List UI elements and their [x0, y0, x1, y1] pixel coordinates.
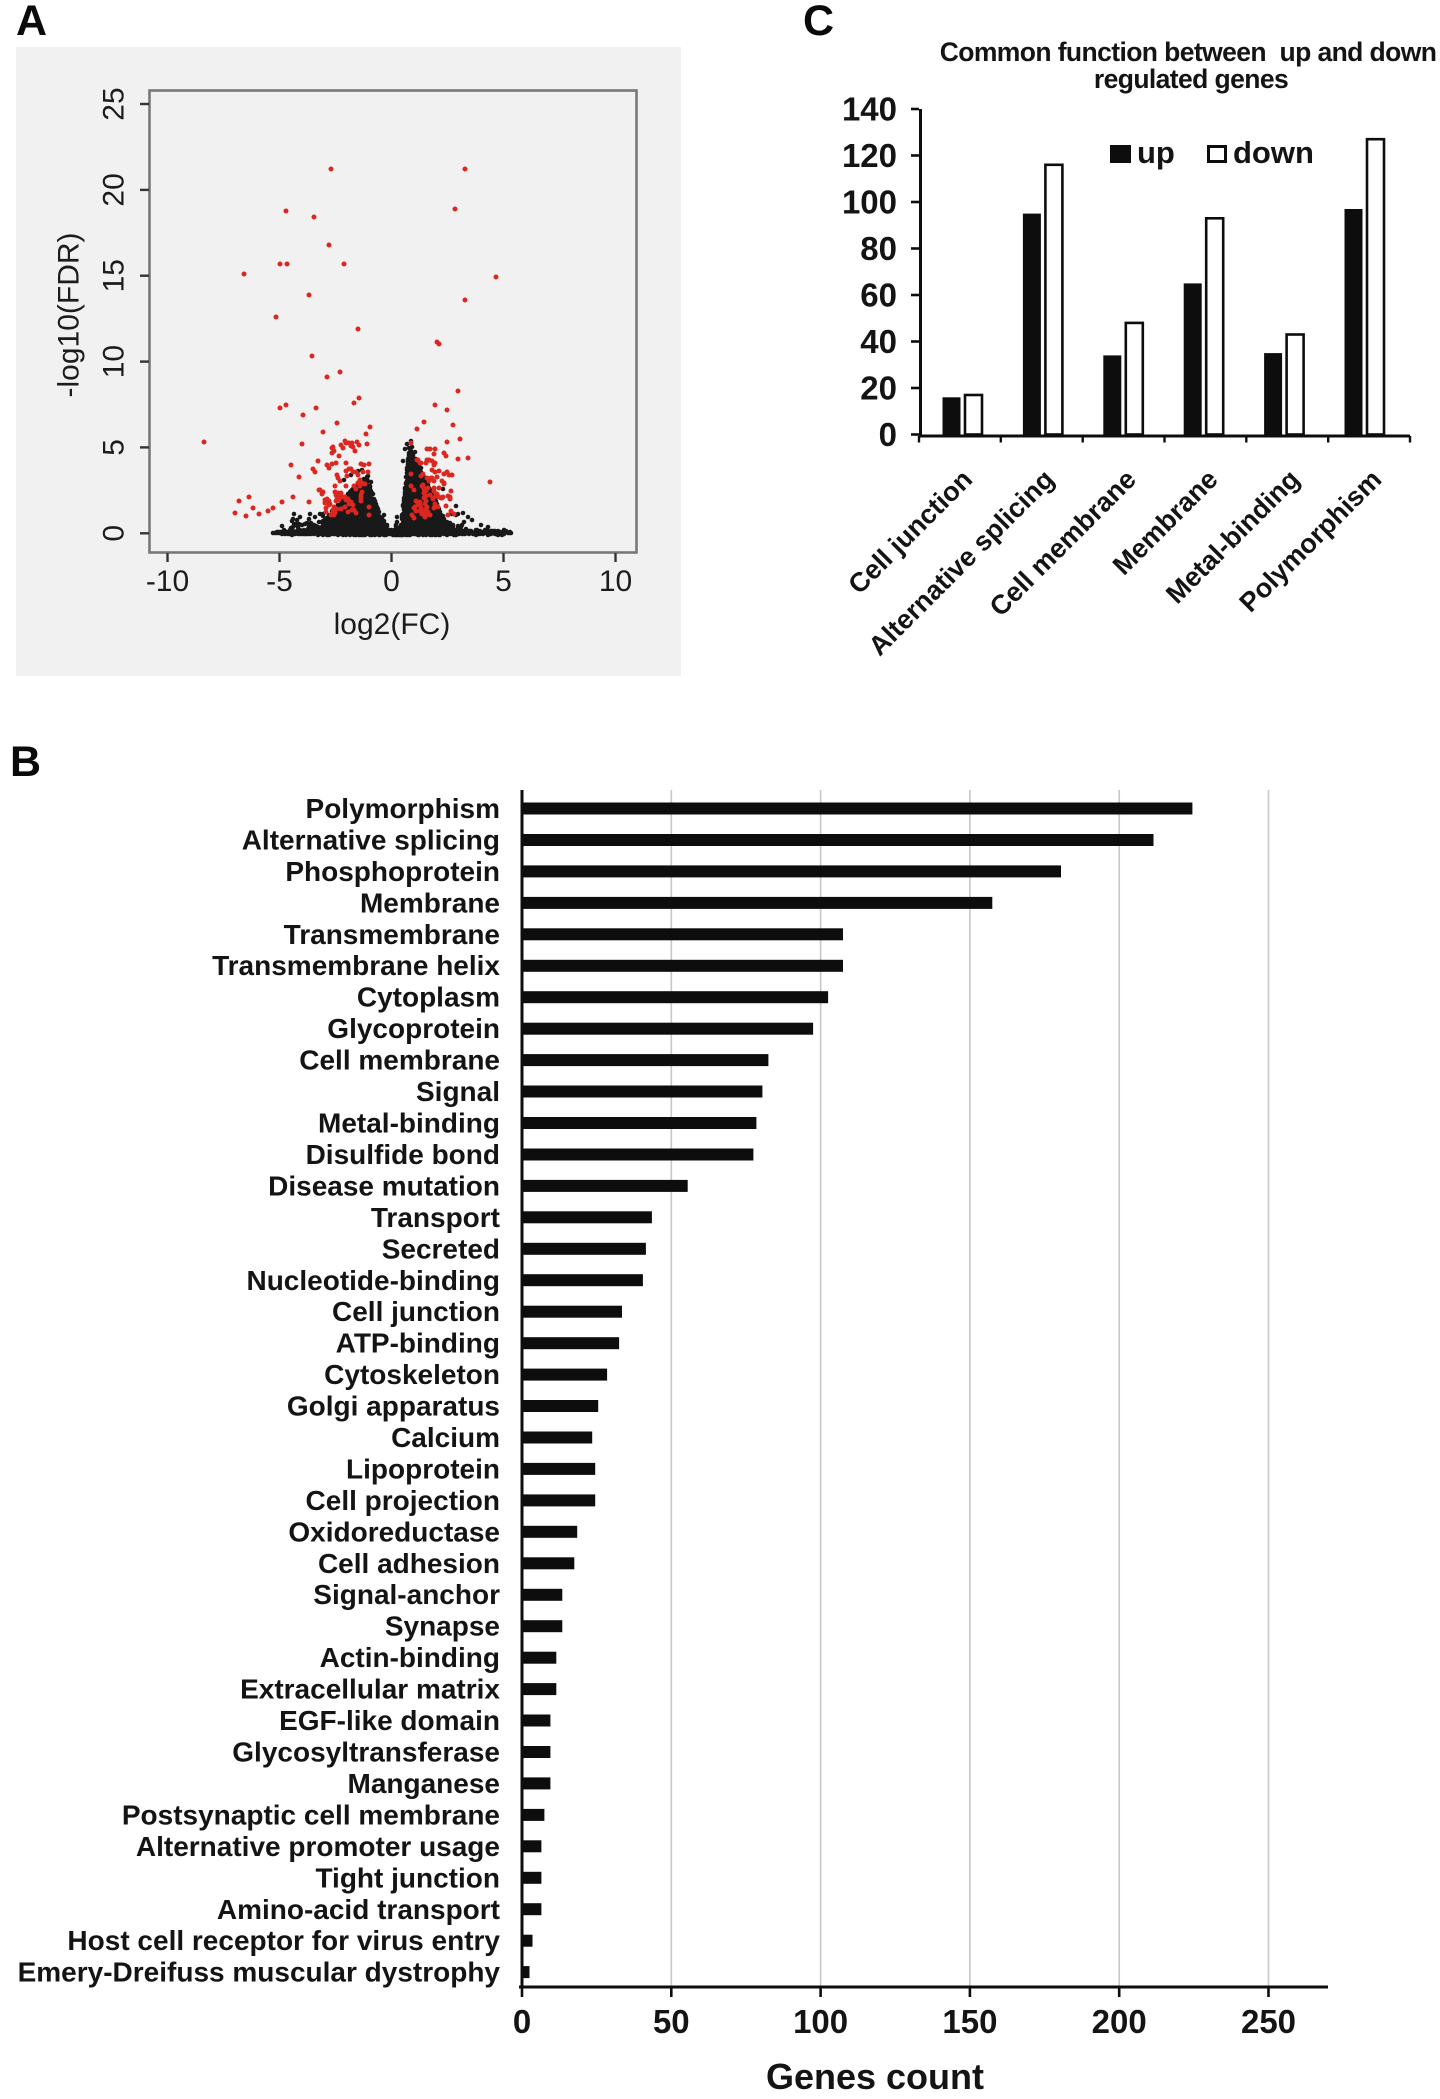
svg-text:Cell junction: Cell junction [332, 1296, 500, 1327]
svg-text:Transport: Transport [371, 1202, 500, 1233]
svg-text:5: 5 [495, 565, 512, 598]
svg-text:Alternative splicing: Alternative splicing [242, 825, 500, 856]
svg-text:Tight junction: Tight junction [315, 1862, 500, 1893]
svg-text:5: 5 [98, 439, 131, 456]
svg-text:Polymorphism: Polymorphism [1234, 464, 1388, 618]
svg-text:250: 250 [1241, 2003, 1296, 2040]
svg-text:Lipoprotein: Lipoprotein [346, 1453, 500, 1484]
svg-text:Alternative promoter usage: Alternative promoter usage [136, 1831, 500, 1862]
svg-text:Extracellular matrix: Extracellular matrix [240, 1674, 500, 1705]
svg-text:-log10(FDR): -log10(FDR) [53, 232, 86, 397]
svg-text:20: 20 [860, 370, 897, 407]
svg-text:10: 10 [599, 565, 632, 598]
svg-text:Cell membrane: Cell membrane [984, 464, 1142, 622]
svg-text:20: 20 [98, 173, 131, 206]
svg-text:60: 60 [860, 277, 897, 314]
svg-text:Postsynaptic cell membrane: Postsynaptic cell membrane [122, 1799, 500, 1830]
svg-text:Signal-anchor: Signal-anchor [313, 1579, 500, 1610]
svg-text:-5: -5 [266, 565, 293, 598]
svg-text:Cytoplasm: Cytoplasm [357, 982, 500, 1013]
svg-text:regulated genes: regulated genes [1094, 64, 1288, 94]
svg-text:Actin-binding: Actin-binding [320, 1642, 500, 1673]
svg-text:40: 40 [860, 323, 897, 360]
svg-text:Host cell receptor for virus e: Host cell receptor for virus entry [67, 1925, 500, 1956]
svg-text:Synapse: Synapse [385, 1611, 500, 1642]
svg-text:log2(FC): log2(FC) [334, 608, 451, 641]
svg-text:Manganese: Manganese [348, 1768, 501, 1799]
svg-text:150: 150 [942, 2003, 997, 2040]
svg-text:10: 10 [98, 345, 131, 378]
svg-text:Phosphoprotein: Phosphoprotein [285, 856, 500, 887]
svg-text:120: 120 [842, 137, 897, 174]
svg-text:15: 15 [98, 259, 131, 292]
svg-text:140: 140 [842, 91, 897, 128]
svg-text:Polymorphism: Polymorphism [306, 793, 500, 824]
svg-text:Metal-binding: Metal-binding [318, 1108, 500, 1139]
svg-text:Cell membrane: Cell membrane [299, 1045, 500, 1076]
svg-text:Nucleotide-binding: Nucleotide-binding [246, 1265, 500, 1296]
svg-text:-10: -10 [146, 565, 189, 598]
svg-text:Golgi apparatus: Golgi apparatus [287, 1391, 500, 1422]
svg-text:EGF-like domain: EGF-like domain [279, 1705, 500, 1736]
svg-text:Amino-acid transport: Amino-acid transport [217, 1894, 500, 1925]
svg-text:Disease mutation: Disease mutation [268, 1170, 500, 1201]
svg-text:Cell projection: Cell projection [306, 1485, 500, 1516]
svg-text:Cytoskeleton: Cytoskeleton [324, 1359, 500, 1390]
svg-text:Emery-Dreifuss muscular dystro: Emery-Dreifuss muscular dystrophy [18, 1957, 501, 1988]
svg-text:80: 80 [860, 230, 897, 267]
svg-text:ATP-binding: ATP-binding [336, 1328, 500, 1359]
svg-text:Oxidoreductase: Oxidoreductase [288, 1516, 500, 1547]
svg-text:down: down [1233, 135, 1314, 170]
svg-text:Signal: Signal [416, 1076, 500, 1107]
svg-text:0: 0 [98, 525, 131, 542]
svg-text:0: 0 [513, 2003, 531, 2040]
svg-text:Common function between up an: Common function between up and down [940, 37, 1437, 67]
svg-text:Glycosyltransferase: Glycosyltransferase [232, 1737, 500, 1768]
svg-text:200: 200 [1092, 2003, 1147, 2040]
svg-text:0: 0 [383, 565, 400, 598]
svg-text:50: 50 [653, 2003, 690, 2040]
svg-text:Cell adhesion: Cell adhesion [318, 1548, 500, 1579]
svg-text:25: 25 [98, 87, 131, 120]
svg-text:Glycoprotein: Glycoprotein [327, 1013, 500, 1044]
svg-text:up: up [1137, 135, 1175, 170]
svg-text:0: 0 [879, 416, 897, 453]
svg-text:Disulfide bond: Disulfide bond [306, 1139, 500, 1170]
svg-text:Membrane: Membrane [360, 887, 500, 918]
svg-text:100: 100 [793, 2003, 848, 2040]
svg-text:Transmembrane: Transmembrane [284, 919, 500, 950]
svg-text:Transmembrane helix: Transmembrane helix [212, 950, 500, 981]
svg-text:Secreted: Secreted [382, 1233, 500, 1264]
svg-text:100: 100 [842, 184, 897, 221]
svg-text:Calcium: Calcium [391, 1422, 500, 1453]
svg-text:Genes count: Genes count [766, 2056, 984, 2097]
